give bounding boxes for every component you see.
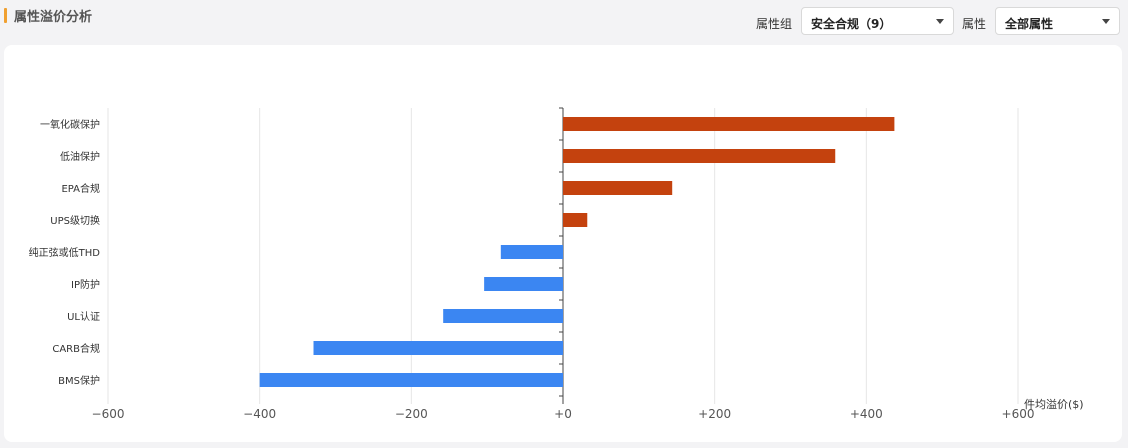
bar <box>563 117 895 131</box>
attribute-label: 属性 <box>962 17 987 31</box>
attribute-group-value: 安全合规（9） <box>811 17 892 31</box>
category-label: IP防护 <box>71 278 100 291</box>
x-tick-label: +600 <box>1002 407 1035 421</box>
chevron-down-icon <box>936 19 944 24</box>
category-label: EPA合规 <box>61 182 100 195</box>
category-label: 纯正弦或低THD <box>29 246 101 259</box>
category-label: 一氧化碳保护 <box>40 118 100 131</box>
bar <box>484 277 563 291</box>
category-label: 低油保护 <box>60 150 100 163</box>
x-axis-unit-label: 件均溢价($) <box>1024 397 1084 411</box>
x-tick-label: −600 <box>92 407 125 421</box>
category-label: BMS保护 <box>58 374 100 387</box>
x-tick-label: +400 <box>850 407 883 421</box>
category-label: CARB合规 <box>52 342 100 355</box>
title-accent-bar <box>4 8 7 23</box>
bar <box>259 373 563 387</box>
chart-panel: 一氧化碳保护低油保护 EPA合规 UPS级切换纯正弦或低THD IP防护 UL认证 CAR… <box>4 45 1122 442</box>
x-tick-label: +200 <box>698 407 731 421</box>
chevron-down-icon <box>1102 19 1110 24</box>
attribute-select[interactable]: 全部属性 <box>995 7 1120 35</box>
header: 属性溢价分析 属性组 安全合规（9） 属性 全部属性 <box>0 0 1128 44</box>
bar <box>313 341 563 355</box>
x-tick-label: −400 <box>243 407 276 421</box>
category-label: UPS级切换 <box>50 214 100 227</box>
bar <box>563 181 673 195</box>
bar <box>563 213 588 227</box>
x-tick-label: −200 <box>395 407 428 421</box>
attribute-group-select[interactable]: 安全合规（9） <box>801 7 954 35</box>
category-label: UL认证 <box>67 310 100 323</box>
bar <box>443 309 563 323</box>
bar <box>500 245 563 259</box>
attribute-value: 全部属性 <box>1005 17 1054 31</box>
x-tick-label: +0 <box>554 407 572 421</box>
attribute-group-label: 属性组 <box>756 17 793 31</box>
page-title: 属性溢价分析 <box>14 10 93 25</box>
bar <box>563 149 836 163</box>
